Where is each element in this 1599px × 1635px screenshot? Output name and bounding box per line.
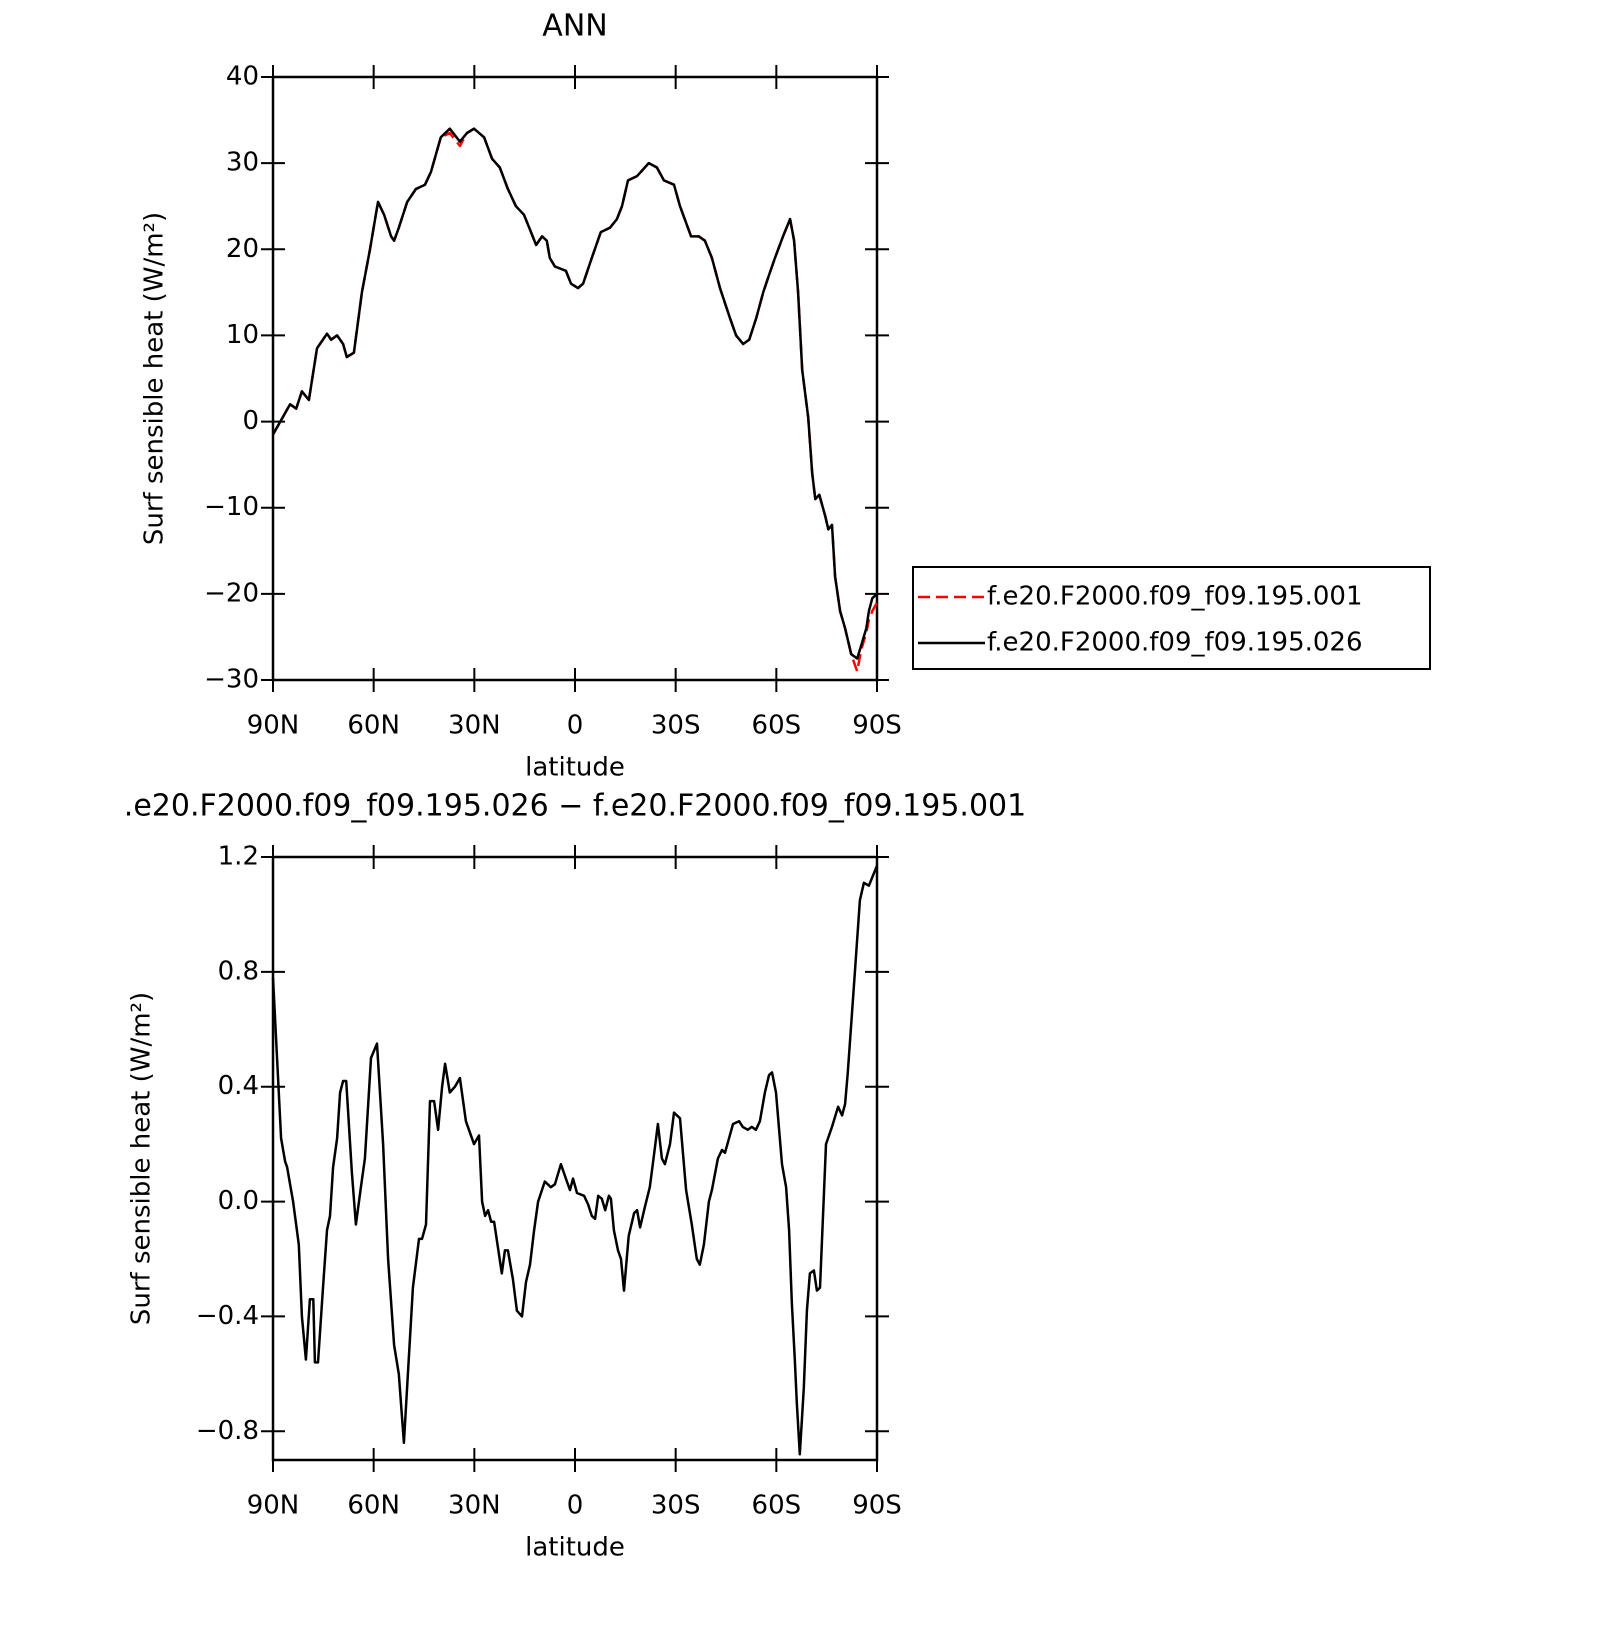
x-tick-label: 60N [347, 711, 400, 741]
x-tick-label: 60S [752, 711, 802, 741]
x-tick-label: 30N [448, 1491, 501, 1521]
chart-title: ANN [542, 9, 607, 44]
y-tick-label: −30 [204, 665, 259, 695]
x-tick-label: 0 [567, 1491, 584, 1521]
y-tick-label: 0.8 [218, 956, 259, 986]
x-tick-label: 90N [247, 1491, 300, 1521]
x-tick-label: 60N [347, 1491, 400, 1521]
data-line [271, 127, 879, 673]
y-tick-label: −10 [204, 492, 259, 522]
x-tick-label: 30S [651, 711, 701, 741]
y-tick-label: 40 [226, 62, 259, 92]
legend-label: f.e20.F2000.f09_f09.195.001 [987, 582, 1363, 612]
x-tick-label: 90S [852, 711, 902, 741]
x-tick-label: 90N [247, 711, 300, 741]
data-line [271, 127, 878, 660]
x-tick-label: 0 [567, 711, 584, 741]
y-tick-label: 0.0 [218, 1186, 259, 1216]
chart-title: .e20.F2000.f09_f09.195.026 − f.e20.F2000… [124, 789, 1026, 824]
data-line [271, 865, 879, 1456]
legend-label: f.e20.F2000.f09_f09.195.026 [987, 628, 1363, 658]
x-tick-label: 90S [852, 1491, 902, 1521]
x-tick-label: 30N [448, 711, 501, 741]
legend-box [912, 566, 1431, 670]
x-tick-label: 60S [752, 1491, 802, 1521]
x-tick-label: 30S [651, 1491, 701, 1521]
plot-frame [271, 855, 879, 1462]
y-tick-label: 1.2 [218, 842, 259, 872]
y-tick-label: 0.4 [218, 1071, 259, 1101]
y-tick-label: −20 [204, 578, 259, 608]
y-tick-label: −0.8 [196, 1416, 259, 1446]
plot-frame [271, 75, 879, 682]
y-axis-label: Surf sensible heat (W/m²) [140, 212, 170, 545]
y-axis-label: Surf sensible heat (W/m²) [127, 992, 157, 1325]
x-axis-label: latitude [525, 1533, 625, 1563]
y-tick-label: 10 [226, 320, 259, 350]
y-tick-label: 30 [226, 148, 259, 178]
x-axis-label: latitude [525, 753, 625, 783]
y-tick-label: 20 [226, 234, 259, 264]
y-tick-label: 0 [242, 406, 259, 436]
y-tick-label: −0.4 [196, 1301, 259, 1331]
